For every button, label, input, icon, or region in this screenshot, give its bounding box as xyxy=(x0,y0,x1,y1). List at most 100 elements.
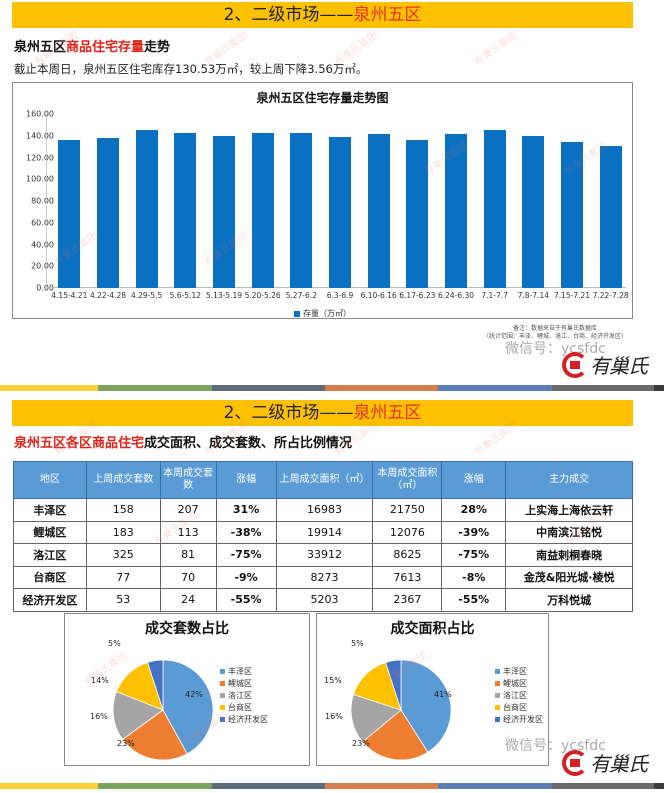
table-cell: 5203 xyxy=(275,588,374,612)
table-cell: 台商区 xyxy=(13,565,87,589)
bar xyxy=(445,134,467,288)
title-highlight: 商品住宅存量 xyxy=(66,40,145,55)
plot-area: 4.15-4.21 4.22-4.28 4.29-5.5 5.6-5.12 5.13-5… xyxy=(46,114,629,300)
legend-item: 丰泽区 xyxy=(495,666,543,678)
y-tick-label: 60.00 xyxy=(31,218,54,228)
pie-slice-label: 23% xyxy=(117,739,135,748)
title-part: 成交面积、成交套数、所占比例情况 xyxy=(144,436,353,451)
brand-logo: 有巢氏 xyxy=(562,748,648,777)
column-header: 上周成交面积（㎡） xyxy=(275,461,374,499)
column-header: 涨幅 xyxy=(215,461,277,499)
stripe-segment xyxy=(0,385,98,391)
table-cell: -75% xyxy=(441,543,507,567)
pie-slice-label: 16% xyxy=(90,712,108,721)
legend-label: 鲤城区 xyxy=(228,679,252,688)
legend-swatch xyxy=(495,705,500,710)
bar xyxy=(58,140,81,288)
inventory-bar-chart: 泉州五区住宅存量走势图 0.00 20.00 40.00 60.00 80.00 100.… xyxy=(12,82,633,319)
x-tick-label: 5.27-6.2 xyxy=(285,291,317,300)
inventory-description: 截止本周日，泉州五区住宅库存130.53万㎡，较上周下降3.56万㎡。 xyxy=(14,62,368,76)
stripe-segment xyxy=(0,783,98,789)
table-cell: 金茂&阳光城·棱悦 xyxy=(505,565,633,589)
table-cell: 77 xyxy=(85,565,161,589)
units-share-pie-chart: 成交套数占比 42% 23% 16% 14% 5% 丰泽区 鲤城区 洛江区 台商区 经济开发区 xyxy=(64,613,310,766)
legend-item: 洛江区 xyxy=(220,690,268,702)
table-cell: 21750 xyxy=(372,498,443,522)
pie-title: 成交套数占比 xyxy=(145,621,229,637)
legend-swatch xyxy=(220,705,225,710)
stripe-segment xyxy=(654,783,664,789)
banner-prefix: 2、二级市场—— xyxy=(223,5,354,25)
title-highlight: 泉州五区各区商品住宅 xyxy=(14,436,145,451)
legend-label: 经济开发区 xyxy=(503,715,543,724)
legend-label: 洛江区 xyxy=(228,691,252,700)
brand-name: 有巢氏 xyxy=(590,354,648,378)
legend-label: 鲤城区 xyxy=(503,679,527,688)
color-stripe xyxy=(0,783,664,789)
y-tick-label: 100.00 xyxy=(26,174,54,184)
house-logo-icon xyxy=(562,351,588,378)
table-cell: -55% xyxy=(441,588,507,612)
table-cell: 万科悦城 xyxy=(505,588,633,612)
table-cell: -39% xyxy=(441,520,507,544)
y-tick-label: 120.00 xyxy=(26,153,54,162)
legend-item: 鲤城区 xyxy=(220,678,268,690)
title-part: 走势 xyxy=(144,40,171,55)
table-cell: 33912 xyxy=(275,543,374,567)
table-cell: -75% xyxy=(215,543,277,567)
district-transactions-table: 地区 上周成交套数 本周成交套数 涨幅 上周成交面积（㎡） 本周成交面积（㎡） 涨幅 主力成交… xyxy=(13,461,633,612)
table-cell: 2367 xyxy=(372,588,443,612)
chart-legend: 存量（万㎡） xyxy=(13,308,632,319)
table-cell: 28% xyxy=(441,498,507,522)
table-cell: 31% xyxy=(215,498,277,522)
table-cell: 8273 xyxy=(275,565,374,589)
y-tick-label: 40.00 xyxy=(31,240,54,249)
stripe-segment xyxy=(98,385,212,391)
legend-swatch xyxy=(495,681,500,686)
table-row: 丰泽区 158 207 31% 16983 21750 28% 上实海上海依云轩 xyxy=(13,498,633,522)
pie-legend: 丰泽区 鲤城区洛江区台商区 经济开发区 xyxy=(495,666,543,726)
table-row: 台商区 77 70 -9% 8273 7613 -8% 金茂&阳光城·棱悦 xyxy=(13,565,633,589)
slide2-section-title: 泉州五区各区商品住宅成交面积、成交套数、所占比例情况 xyxy=(14,432,352,451)
pie-slice xyxy=(112,691,164,740)
legend-label: 台商区 xyxy=(228,703,252,712)
x-tick-label: 5.20-5.26 xyxy=(244,291,281,300)
stripe-segment xyxy=(212,783,325,789)
title-part: 泉州五区 xyxy=(14,40,67,55)
bar xyxy=(135,129,158,288)
legend-label: 丰泽区 xyxy=(228,667,252,676)
pie-slice xyxy=(147,659,164,711)
bar xyxy=(329,136,351,288)
pie-slice-label: 23% xyxy=(352,739,370,748)
x-tick-label: 6.3-6.9 xyxy=(326,291,354,300)
color-stripe xyxy=(0,385,664,391)
pie-slice xyxy=(350,694,402,743)
legend-swatch xyxy=(220,669,225,674)
pie-slice-label: 15% xyxy=(324,676,342,685)
legend-item: 丰泽区 xyxy=(220,666,268,678)
table-cell: -9% xyxy=(215,565,277,589)
y-tick-label: 140.00 xyxy=(26,131,54,141)
bar xyxy=(367,133,390,288)
y-axis: 0.00 20.00 40.00 60.00 80.00 100.00 120.00 140.… xyxy=(13,83,58,318)
table-cell: 中南滨江铭悦 xyxy=(505,520,633,544)
legend-label: 洛江区 xyxy=(503,691,527,700)
legend-item: 台商区 xyxy=(495,702,543,714)
legend-item: 台商区 xyxy=(220,702,268,714)
legend-item: 经济开发区 xyxy=(220,714,268,726)
x-tick-label: 7.15-7.21 xyxy=(553,291,591,300)
legend-swatch xyxy=(220,693,225,698)
column-header: 主力成交 xyxy=(505,461,633,499)
x-tick-label: 4.29-5.5 xyxy=(130,291,163,300)
legend-label: 存量（万㎡） xyxy=(303,309,351,318)
table-header-row: 地区 上周成交套数 本周成交套数 涨幅 上周成交面积（㎡） 本周成交面积（㎡） 涨幅 主力成交 xyxy=(13,461,633,499)
y-tick-label: 80.00 xyxy=(31,196,54,206)
slide1-section-title: 泉州五区商品住宅存量走势 xyxy=(14,36,170,55)
table-cell: 325 xyxy=(85,543,161,567)
table-cell: 8625 xyxy=(372,543,443,567)
pie-slice-label: 41% xyxy=(434,690,452,699)
stripe-segment xyxy=(552,783,654,789)
column-header: 本周成交套数 xyxy=(159,461,217,499)
y-axis-line xyxy=(46,114,47,288)
slide1-banner: 2、二级市场——泉州五区 xyxy=(12,2,633,28)
